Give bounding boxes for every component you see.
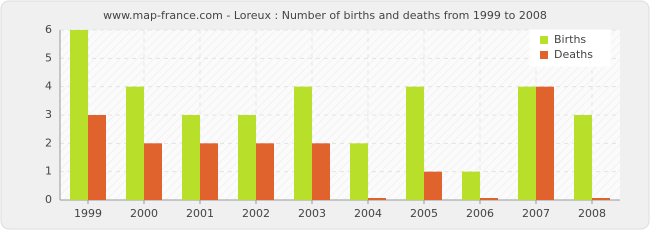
- legend-label: Deaths: [554, 48, 593, 61]
- bar: [312, 143, 330, 200]
- bar: [574, 115, 592, 200]
- y-tick-label: 3: [45, 108, 52, 121]
- bar: [88, 115, 106, 200]
- y-tick-label: 1: [45, 165, 52, 178]
- y-tick-label: 5: [45, 51, 52, 64]
- legend-swatch: [540, 36, 548, 44]
- bar: [592, 198, 610, 200]
- chart: www.map-france.com - Loreux : Number of …: [0, 0, 650, 230]
- bar: [368, 198, 386, 200]
- bar: [70, 30, 88, 200]
- bar: [424, 171, 442, 200]
- bar: [406, 86, 424, 200]
- x-tick-label: 2006: [466, 207, 494, 220]
- y-tick-label: 0: [45, 193, 52, 206]
- bar: [256, 143, 274, 200]
- x-tick-label: 2005: [410, 207, 438, 220]
- x-tick-label: 1999: [74, 207, 102, 220]
- x-tick-label: 2002: [242, 207, 270, 220]
- x-tick-label: 2001: [186, 207, 214, 220]
- y-tick-label: 4: [45, 80, 52, 93]
- bar: [518, 86, 536, 200]
- bar: [126, 86, 144, 200]
- x-tick-label: 2000: [130, 207, 158, 220]
- bar: [294, 86, 312, 200]
- x-tick-label: 2003: [298, 207, 326, 220]
- bar: [350, 143, 368, 200]
- legend-swatch: [540, 51, 548, 59]
- bar: [480, 198, 498, 200]
- bar: [182, 115, 200, 200]
- bar: [200, 143, 218, 200]
- y-tick-label: 2: [45, 136, 52, 149]
- bar: [238, 115, 256, 200]
- x-tick-label: 2008: [578, 207, 606, 220]
- y-tick-label: 6: [45, 23, 52, 36]
- chart-title: www.map-france.com - Loreux : Number of …: [103, 9, 547, 22]
- x-tick-label: 2007: [522, 207, 550, 220]
- x-tick-label: 2004: [354, 207, 382, 220]
- bar: [462, 171, 480, 200]
- bar: [144, 143, 162, 200]
- legend-label: Births: [554, 33, 586, 46]
- bar: [536, 86, 554, 200]
